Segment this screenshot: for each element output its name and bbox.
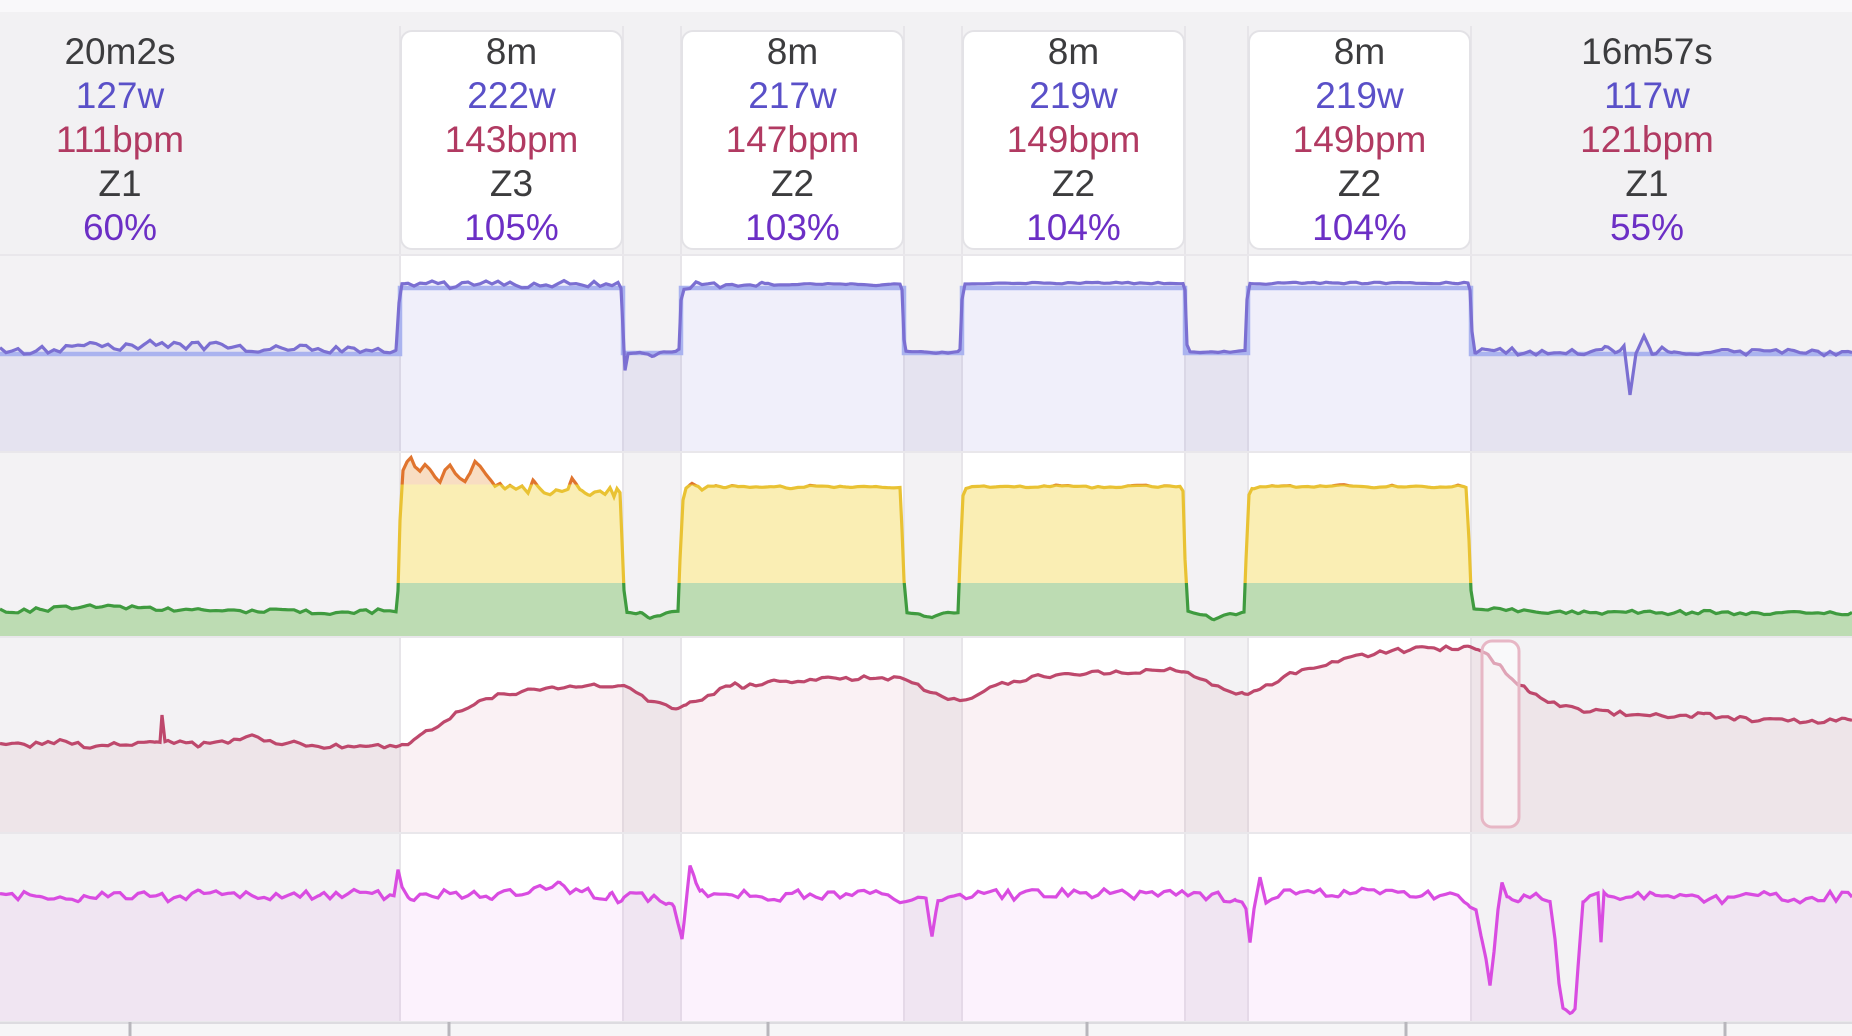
interval-card[interactable]: 8m 222w 143bpm Z3 105% (400, 30, 623, 250)
interval-power: 117w (1604, 75, 1690, 116)
interval-intensity: 105% (464, 207, 559, 248)
interval-card[interactable]: 8m 219w 149bpm Z2 104% (962, 30, 1185, 250)
interval-hr: 149bpm (1292, 119, 1427, 160)
interval-power: 217w (748, 75, 837, 116)
interval-intensity: 104% (1312, 207, 1407, 248)
interval-power: 222w (467, 75, 556, 116)
interval-intensity: 103% (745, 207, 840, 248)
interval-hr: 143bpm (444, 119, 579, 160)
interval-power: 127w (75, 75, 165, 116)
interval-card[interactable]: 8m 219w 149bpm Z2 104% (1248, 30, 1471, 250)
interval-hr: 121bpm (1580, 119, 1714, 160)
interval-intensity: 104% (1026, 207, 1121, 248)
interval-duration: 8m (766, 31, 819, 72)
interval-duration: 16m57s (1581, 31, 1713, 72)
interval-card[interactable]: 20m2s 127w 111bpm Z1 60% (0, 30, 290, 250)
interval-card[interactable]: 16m57s 117w 121bpm Z1 55% (1477, 30, 1817, 250)
interval-duration: 8m (1047, 31, 1100, 72)
interval-zone: Z1 (98, 163, 142, 204)
interval-intensity: 55% (1609, 207, 1685, 248)
interval-hr: 149bpm (1006, 119, 1141, 160)
interval-duration: 20m2s (64, 31, 176, 72)
interval-duration: 8m (485, 31, 538, 72)
interval-duration: 8m (1333, 31, 1386, 72)
interval-zone: Z2 (1337, 163, 1382, 204)
interval-intensity: 60% (82, 207, 158, 248)
interval-card[interactable]: 8m 217w 147bpm Z2 103% (681, 30, 904, 250)
interval-zone: Z1 (1625, 163, 1669, 204)
interval-zone: Z2 (1051, 163, 1096, 204)
interval-zone: Z3 (489, 163, 534, 204)
interval-hr: 147bpm (725, 119, 860, 160)
interval-zone: Z2 (770, 163, 815, 204)
interval-power: 219w (1029, 75, 1118, 116)
interval-hr: 111bpm (55, 119, 185, 160)
interval-power: 219w (1315, 75, 1404, 116)
selection-box[interactable] (1480, 639, 1521, 829)
